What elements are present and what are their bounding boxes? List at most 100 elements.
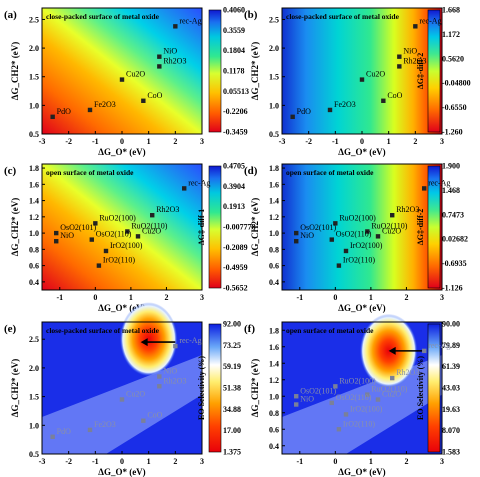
plot-frame (281, 163, 443, 291)
data-point-label: Fe2O3 (94, 100, 116, 109)
colorbar (427, 9, 441, 133)
data-point (422, 186, 427, 191)
data-point (173, 24, 178, 29)
y-tick-label: 1.4 (29, 197, 39, 206)
y-tick-label: 1.4 (269, 359, 279, 368)
panel-e: (e) close-packed surface of metal oxide -3… (4, 302, 241, 477)
colorbar-tick-label: 0.1178 (223, 67, 245, 76)
data-point (93, 221, 98, 226)
x-tick-label: 3 (440, 293, 444, 302)
data-point-label: Rh2O3 (156, 205, 179, 214)
y-tick-label: 2.5 (29, 335, 39, 344)
panel-f: (f) open surface of metal oxide -1 0 1 2 3 0.4 0… (244, 313, 460, 477)
data-point (119, 397, 125, 402)
x-tick-label: 3 (440, 137, 444, 146)
data-point (87, 107, 93, 113)
data-point-label: Cu2O (382, 390, 401, 399)
x-tick-label: 1 (129, 293, 133, 302)
colorbar (427, 165, 441, 289)
x-tick-label: 3 (200, 137, 204, 146)
y-axis-label: ΔG_CH2* (eV) (250, 359, 260, 417)
colorbar-tick-label: -0.6935 (442, 259, 467, 268)
data-point (336, 427, 342, 432)
confidence-band (42, 355, 202, 454)
y-tick-label: 1.2 (29, 213, 39, 222)
x-tick-label: -1 (92, 457, 99, 466)
data-point (141, 418, 146, 423)
colorbar-tick-label: 0.5620 (442, 54, 464, 63)
y-tick-label: 0.6 (269, 425, 279, 434)
data-point-label: Cu2O (126, 70, 145, 79)
colorbar-tick-label: 0.1804 (223, 46, 245, 55)
y-tick-label: 1.5 (29, 73, 39, 82)
data-point (294, 394, 299, 399)
x-tick-label: 0 (333, 293, 337, 302)
y-tick-label: 1.0 (29, 421, 39, 430)
data-point-label: CoO (387, 91, 402, 100)
data-point-label: NiO (300, 395, 314, 404)
data-point (119, 77, 125, 82)
x-tick-label: 3 (440, 457, 444, 466)
data-point-label: RuO2(110) (371, 385, 407, 394)
y-tick-label: 1.8 (269, 164, 279, 173)
data-point (294, 230, 299, 236)
colorbar (208, 9, 222, 133)
data-point-label: Rh2O3 (396, 205, 419, 214)
x-tick-label: 0 (120, 457, 124, 466)
data-point-label: Cu2O (126, 389, 145, 398)
panel-annotation: open surface of metal oxide (286, 168, 374, 177)
arrow-head (140, 338, 148, 347)
data-point-label: RuO2(100) (339, 213, 376, 222)
heatmap-area (42, 8, 202, 134)
x-tick-label: -2 (305, 137, 312, 146)
data-point (125, 229, 130, 234)
data-point (375, 234, 381, 239)
colorbar-tick-label: 0.4705 (223, 162, 245, 171)
data-point (89, 237, 94, 242)
y-tick-label: 0.5 (269, 130, 279, 139)
y-tick-label: 1.8 (29, 164, 39, 173)
data-point-label: OsO2(101) (300, 223, 336, 232)
colorbar-tick-label: 34.88 (223, 405, 241, 414)
x-tick-label: -1 (296, 457, 303, 466)
colorbar-tick-label: 19.63 (442, 405, 460, 414)
colorbar-tick-label: 0.1913 (223, 202, 245, 211)
colorbar-tick-label: -0.007778 (223, 223, 256, 232)
data-point-label: OsO2(101) (60, 223, 96, 232)
data-point (96, 263, 102, 268)
data-point (343, 412, 349, 417)
data-point-label: rec-Ag (419, 16, 441, 25)
y-tick-label: 1.0 (29, 229, 39, 238)
x-axis-label: ΔG_O* (eV) (338, 147, 385, 157)
panel-label: (e) (4, 323, 17, 335)
data-point-label: Rh2O3 (163, 376, 186, 385)
x-tick-label: 1 (147, 137, 151, 146)
y-tick-label: 0.6 (29, 262, 39, 271)
data-point-label: Fe2O3 (94, 420, 116, 429)
panel-annotation: open surface of metal oxide (286, 326, 374, 335)
data-point-label: CoO (147, 411, 162, 420)
data-point-label: CoO (147, 91, 162, 100)
data-point (365, 229, 370, 234)
colorbar-tick-label: 1.668 (442, 6, 460, 15)
y-tick-label: 1.6 (269, 180, 279, 189)
y-tick-label: 1.6 (29, 180, 39, 189)
panel-label: (a) (4, 9, 17, 21)
y-tick-label: 1.5 (269, 73, 279, 82)
y-tick-label: 0.5 (29, 130, 39, 139)
x-tick-label: -2 (65, 457, 72, 466)
x-tick-label: 2 (413, 137, 417, 146)
x-tick-label: 3 (200, 457, 204, 466)
colorbar (208, 165, 222, 289)
colorbar-label: EO Selectivity (%) (197, 356, 206, 420)
y-tick-label: 0.8 (269, 245, 279, 254)
data-point (103, 248, 109, 254)
data-point-label: Rh2O3 (163, 56, 186, 65)
data-point-label: rec-Ag (179, 16, 201, 25)
data-point (359, 77, 365, 82)
data-point-label: IrO2(110) (343, 419, 375, 428)
data-point (365, 392, 370, 397)
data-point-label: Rh2O3 (403, 56, 426, 65)
data-point (333, 221, 338, 226)
